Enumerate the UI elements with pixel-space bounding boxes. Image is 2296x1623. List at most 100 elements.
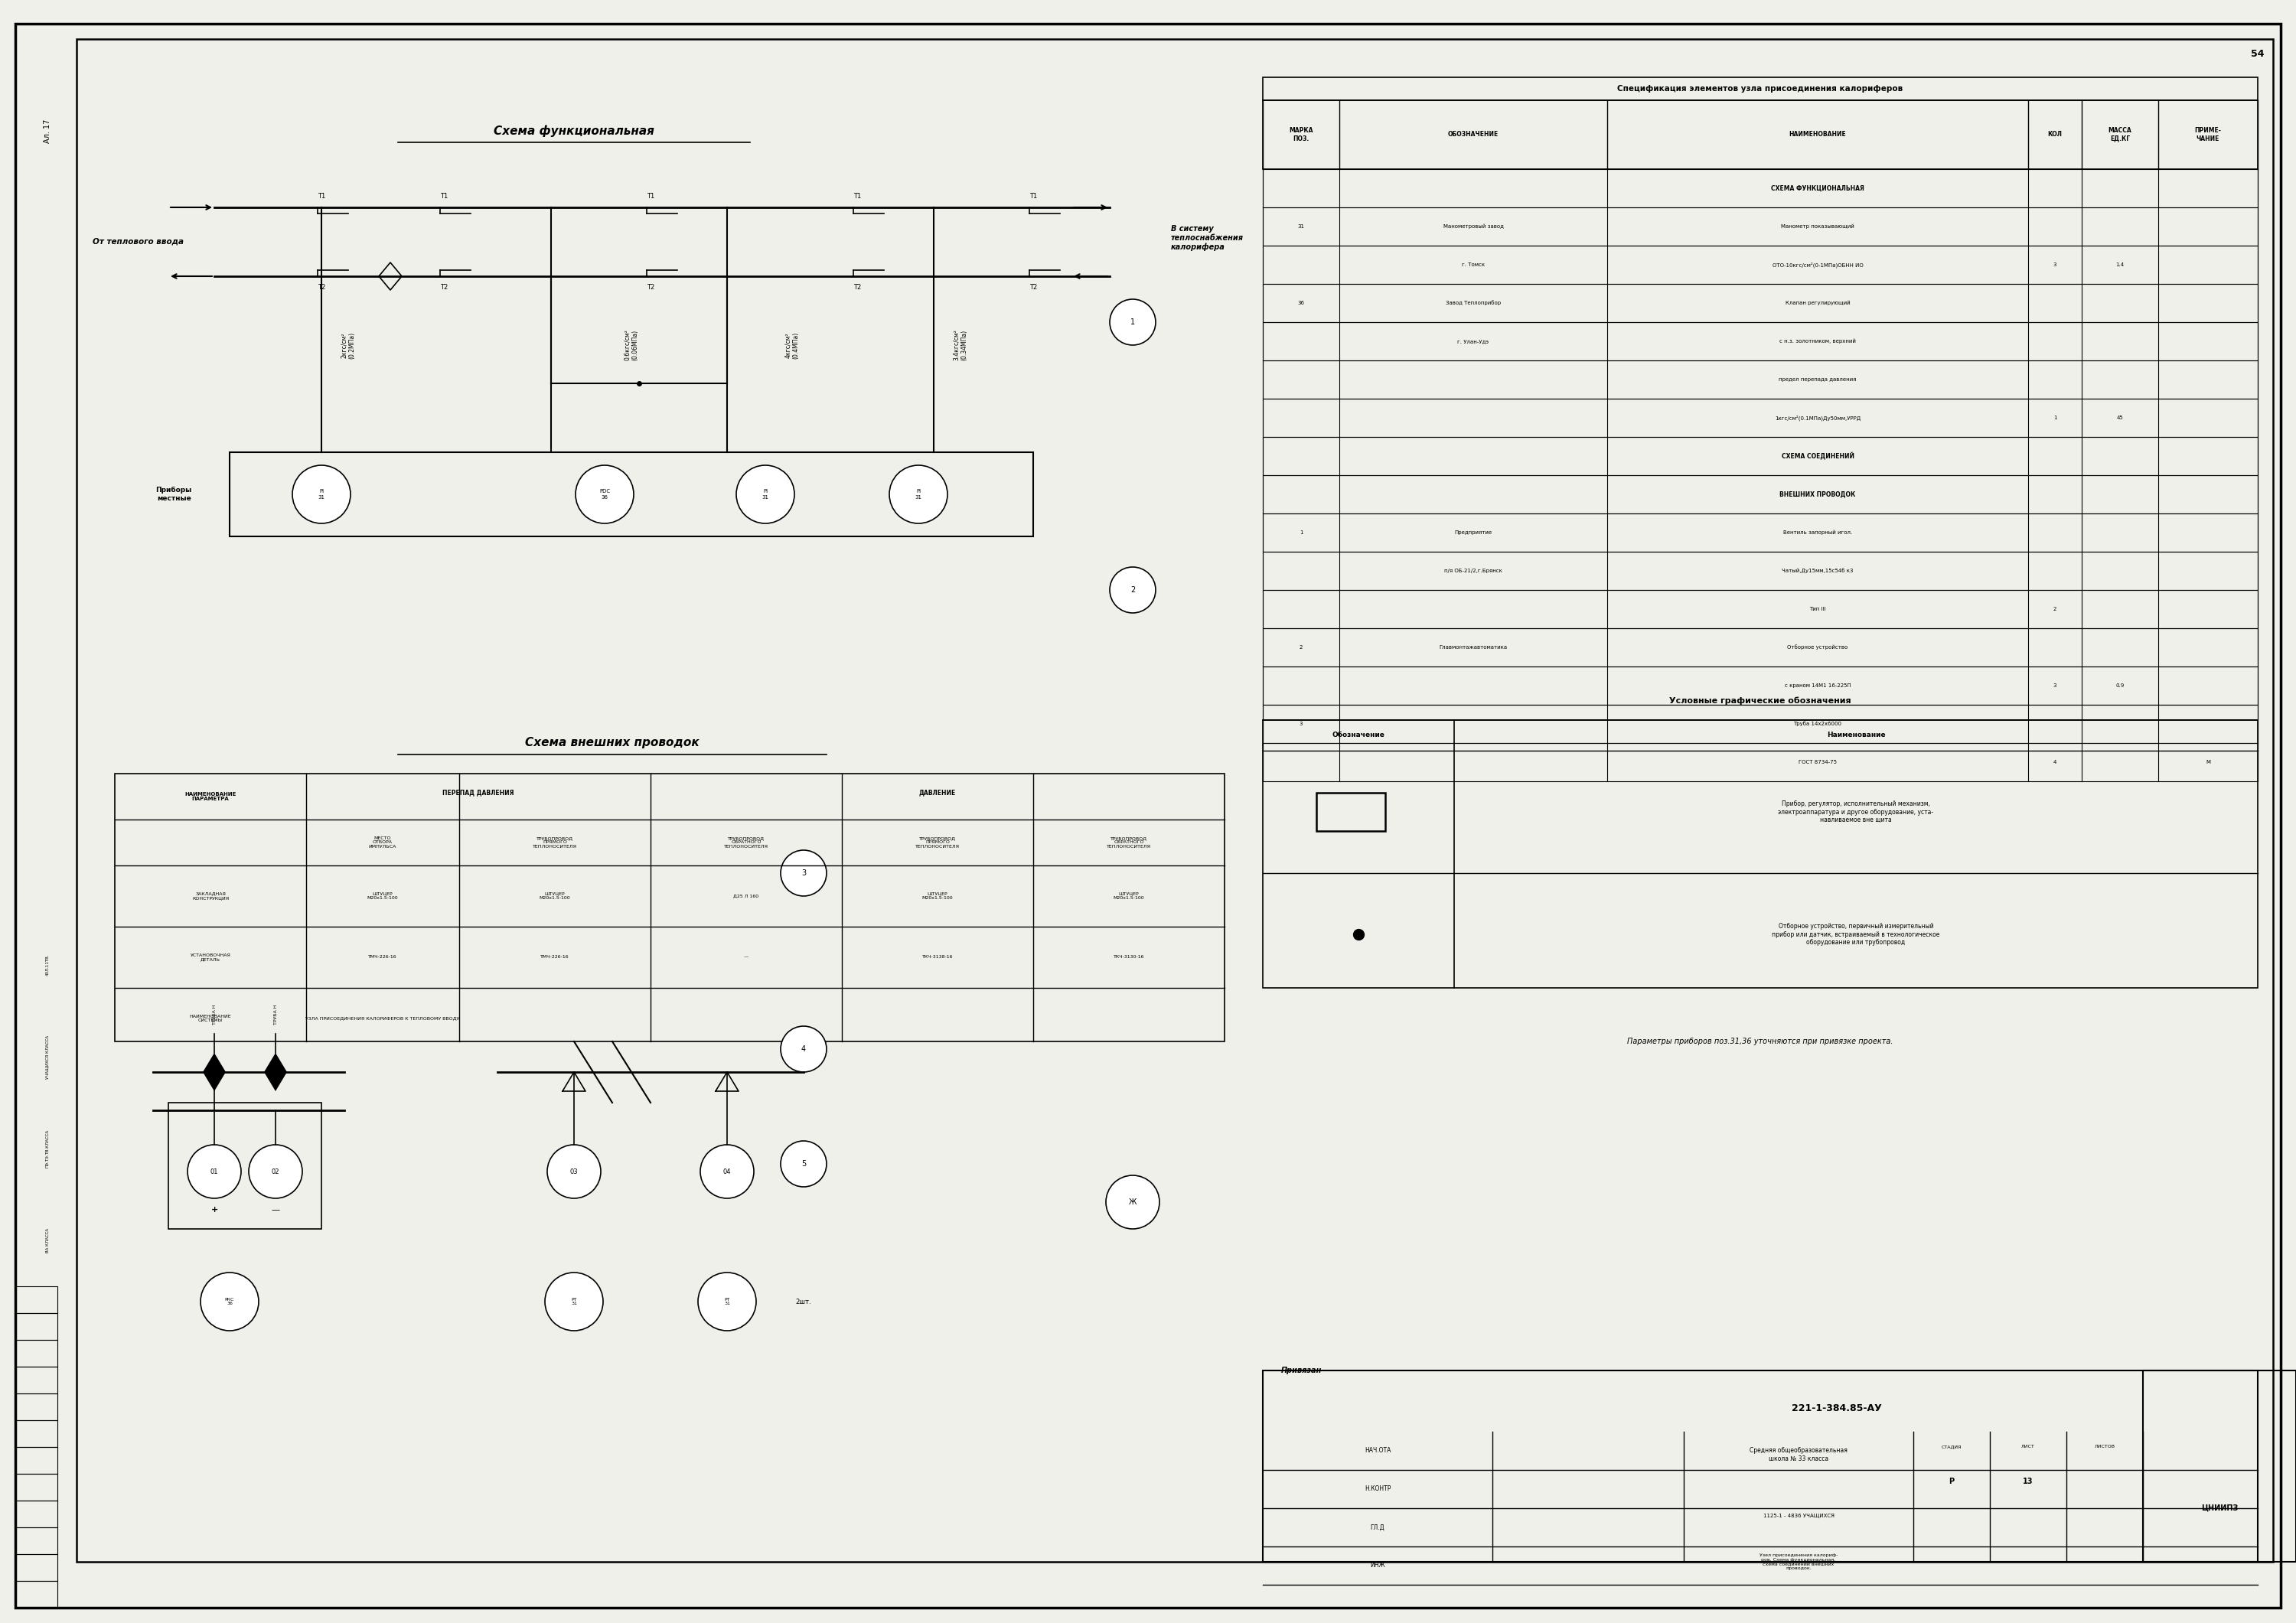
Bar (1263, 667, 2257, 704)
Text: Обозначение: Обозначение (1332, 732, 1384, 738)
Text: ТРУБА Н: ТРУБА Н (273, 1005, 278, 1024)
Text: Средняя общеобразовательная
школа № 33 класса: Средняя общеобразовательная школа № 33 к… (1750, 1448, 1848, 1462)
Text: ШТУЦЕР
М20х1.5-100: ШТУЦЕР М20х1.5-100 (1114, 893, 1143, 901)
Circle shape (188, 1144, 241, 1198)
Text: T1: T1 (441, 193, 448, 200)
Text: Манометровый завод: Манометровый завод (1444, 224, 1504, 229)
Text: ТРУБОПРОВОД
ОБРАТНОГО
ТЕПЛОНОСИТЕЛЯ: ТРУБОПРОВОД ОБРАТНОГО ТЕПЛОНОСИТЕЛЯ (723, 836, 769, 849)
Text: Схема функциональная: Схема функциональная (494, 125, 654, 136)
Circle shape (1109, 299, 1155, 346)
Text: ЛИСТОВ: ЛИСТОВ (2094, 1444, 2115, 1449)
Text: ГЛ.Д: ГЛ.Д (1371, 1524, 1384, 1530)
Circle shape (1107, 1175, 1159, 1229)
Text: Спецификация элементов узла присоединения калориферов: Спецификация элементов узла присоединени… (1616, 84, 1903, 93)
Text: Главмонтажавтоматика: Главмонтажавтоматика (1440, 644, 1508, 649)
Text: РI
31: РI 31 (762, 490, 769, 500)
Text: Отборное устройство, первичный измерительный
прибор или датчик, встраиваемый в т: Отборное устройство, первичный измерител… (1773, 923, 1940, 946)
Text: 1: 1 (1300, 531, 1302, 536)
Bar (16, 1501, 57, 1527)
Text: 04: 04 (723, 1169, 730, 1175)
Text: НАИМЕНОВАНИЕ: НАИМЕНОВАНИЕ (1789, 131, 1846, 138)
Bar (1263, 704, 2257, 743)
Text: п/я ОБ-21/2,г.Брянск: п/я ОБ-21/2,г.Брянск (1444, 568, 1502, 573)
Bar (1263, 513, 2257, 552)
Text: ДАВЛЕНИЕ: ДАВЛЕНИЕ (918, 789, 955, 797)
Bar (2142, 1370, 2296, 1561)
Text: 0.9: 0.9 (2115, 683, 2124, 688)
Text: ЦНИИПЗ: ЦНИИПЗ (2202, 1505, 2239, 1513)
Text: ШТУЦЕР
М20х1.5-100: ШТУЦЕР М20х1.5-100 (367, 893, 397, 901)
Text: КОЛ: КОЛ (2048, 131, 2062, 138)
Text: ШТУЦЕР
М20х1.5-100: ШТУЦЕР М20х1.5-100 (923, 893, 953, 901)
Bar (16, 1313, 57, 1341)
Text: СХЕМА ФУНКЦИОНАЛЬНАЯ: СХЕМА ФУНКЦИОНАЛЬНАЯ (1770, 185, 1864, 192)
Text: 221-1-384.85-АУ: 221-1-384.85-АУ (1791, 1404, 1883, 1414)
Text: 1: 1 (2053, 415, 2057, 420)
Circle shape (781, 1026, 827, 1073)
Text: НАИМЕНОВАНИЕ
СИСТЕМЫ: НАИМЕНОВАНИЕ СИСТЕМЫ (191, 1014, 232, 1022)
Text: РКС
36: РКС 36 (225, 1297, 234, 1307)
Text: ИНЖ: ИНЖ (1371, 1563, 1384, 1569)
Text: ТРУБОПРОВОД
ПРЯМОГО
ТЕПЛОНОСИТЕЛЯ: ТРУБОПРОВОД ПРЯМОГО ТЕПЛОНОСИТЕЛЯ (916, 836, 960, 849)
Bar (16, 1581, 57, 1608)
Text: М: М (2206, 760, 2211, 764)
Text: 03: 03 (569, 1169, 579, 1175)
Text: НАИМЕНОВАНИЕ
ПАРАМЕТРА: НАИМЕНОВАНИЕ ПАРАМЕТРА (184, 792, 236, 802)
Bar (1263, 245, 2257, 284)
Text: 02: 02 (271, 1169, 280, 1175)
Text: T2: T2 (854, 284, 861, 291)
Bar (1263, 360, 2257, 399)
Text: 2: 2 (1130, 586, 1134, 594)
Text: г. Томск: г. Томск (1463, 263, 1486, 268)
Text: ГОСТ 8734-75: ГОСТ 8734-75 (1798, 760, 1837, 764)
Bar (16, 1341, 57, 1367)
Polygon shape (202, 1053, 225, 1073)
Text: 5: 5 (801, 1160, 806, 1167)
Text: ОТО-10кгс/см²(0-1МПа)ОБНН ИО: ОТО-10кгс/см²(0-1МПа)ОБНН ИО (1773, 261, 1862, 268)
Text: Схема внешних проводок: Схема внешних проводок (526, 737, 700, 748)
Text: Условные графические обозначения: Условные графические обозначения (1669, 696, 1851, 704)
Text: РI
31: РI 31 (319, 490, 326, 500)
Text: РDС
36: РDС 36 (599, 490, 611, 500)
Circle shape (576, 466, 634, 523)
Polygon shape (264, 1053, 287, 1073)
Bar (16, 1555, 57, 1581)
Text: ТКЧ-3130-16: ТКЧ-3130-16 (1114, 956, 1143, 959)
Bar (16, 1474, 57, 1501)
Text: 13: 13 (2023, 1477, 2034, 1485)
Text: Клапан регулирующий: Клапан регулирующий (1786, 300, 1851, 305)
Text: 0.6кгс/см²
(0.06МПа): 0.6кгс/см² (0.06МПа) (625, 329, 638, 360)
Text: Ал. 17: Ал. 17 (44, 118, 51, 143)
Text: 43Л.11ТВ.: 43Л.11ТВ. (46, 954, 51, 975)
Text: 2: 2 (2053, 607, 2057, 612)
Text: ОБОЗНАЧЕНИЕ: ОБОЗНАЧЕНИЕ (1449, 131, 1499, 138)
Bar (1263, 628, 2257, 667)
Text: +: + (211, 1206, 218, 1214)
Text: T1: T1 (854, 193, 861, 200)
Circle shape (700, 1144, 753, 1198)
Text: Манометр показывающий: Манометр показывающий (1782, 224, 1855, 229)
Bar (1263, 169, 2257, 208)
Text: —: — (271, 1206, 280, 1214)
Text: ТРУБОПРОВОД
ОБРАТНОГО
ТЕПЛОНОСИТЕЛЯ: ТРУБОПРОВОД ОБРАТНОГО ТЕПЛОНОСИТЕЛЯ (1107, 836, 1150, 849)
Text: Предприятие: Предприятие (1453, 531, 1492, 536)
Text: 3: 3 (1300, 722, 1302, 725)
Text: T1: T1 (1029, 193, 1038, 200)
Text: 3: 3 (2053, 683, 2057, 688)
Text: Чатый,Ду15мм,15с54б к3: Чатый,Ду15мм,15с54б к3 (1782, 568, 1853, 573)
Text: 3: 3 (801, 870, 806, 876)
Bar (1263, 552, 2257, 591)
Text: 45: 45 (2117, 415, 2124, 420)
Text: От теплового ввода: От теплового ввода (92, 239, 184, 245)
Bar (16, 1287, 57, 1313)
Text: 4кгс/см²
(0.4МПа): 4кгс/см² (0.4МПа) (785, 331, 799, 359)
Bar (1263, 743, 2257, 781)
Text: 01: 01 (211, 1169, 218, 1175)
Text: T2: T2 (647, 284, 654, 291)
Text: НАЧ.ОТА: НАЧ.ОТА (1364, 1448, 1391, 1454)
Text: 2: 2 (1300, 644, 1302, 649)
Circle shape (1109, 566, 1155, 613)
Text: В систему
теплоснабжения
калорифера: В систему теплоснабжения калорифера (1171, 226, 1244, 252)
Text: 2кгс/см²
(0.2МПа): 2кгс/см² (0.2МПа) (340, 331, 356, 359)
Text: Тип III: Тип III (1809, 607, 1825, 612)
